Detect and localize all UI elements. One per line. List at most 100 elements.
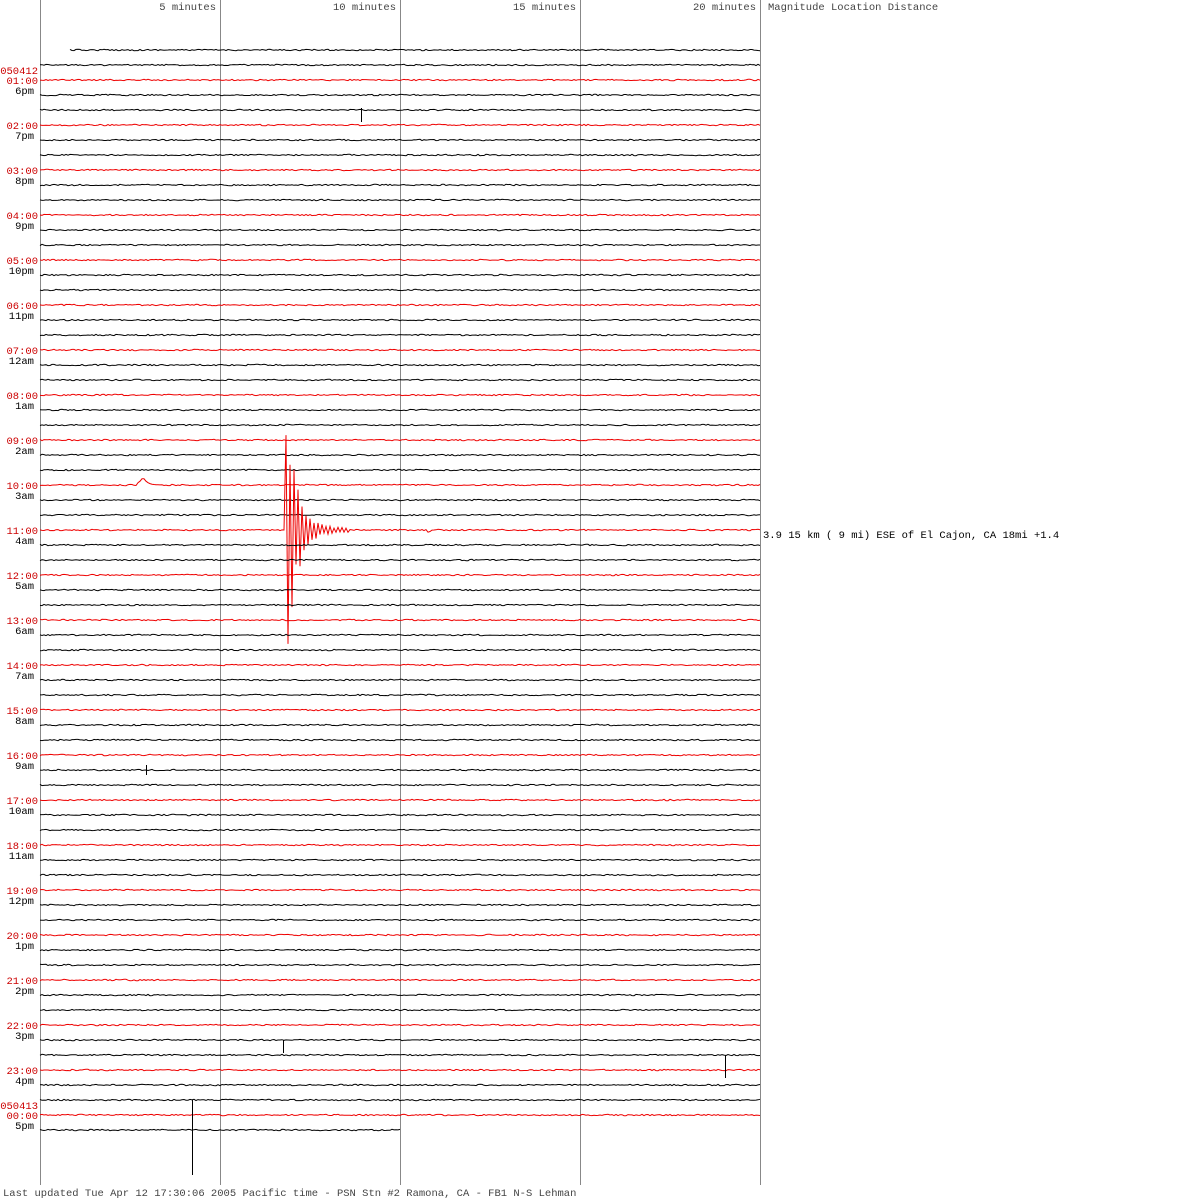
trace: [39, 435, 761, 644]
local-label: 1am: [15, 401, 34, 413]
trace: [39, 378, 761, 382]
trace: [39, 768, 761, 772]
local-label: 9pm: [15, 221, 34, 233]
trace: [40, 858, 761, 862]
date-label: 050412: [0, 66, 38, 78]
trace: [39, 1083, 761, 1087]
column-label: 15 minutes: [513, 2, 576, 14]
event-label: 3.9 15 km ( 9 mi) ESE of El Cajon, CA 18…: [763, 530, 1059, 542]
local-label: 11pm: [9, 311, 34, 323]
trace: [39, 918, 761, 922]
trace: [39, 478, 761, 487]
legend-header: Magnitude Location Distance: [768, 2, 938, 14]
trace: [39, 813, 761, 817]
utc-label: 05:00: [6, 256, 38, 268]
trace: [39, 393, 761, 397]
trace: [39, 423, 761, 427]
trace: [39, 1113, 761, 1117]
trace: [39, 678, 760, 682]
trace: [39, 1068, 761, 1072]
trace: [39, 258, 761, 262]
trace: [39, 1008, 761, 1012]
trace: [39, 828, 761, 832]
local-label: 8pm: [15, 176, 34, 188]
local-label: 3pm: [15, 1031, 34, 1043]
utc-label: 19:00: [6, 886, 38, 898]
trace: [39, 198, 761, 202]
trace: [39, 1038, 761, 1042]
trace: [39, 633, 761, 637]
trace: [39, 108, 761, 112]
trace: [40, 513, 761, 517]
column-label: 10 minutes: [333, 2, 396, 14]
trace: [39, 318, 761, 322]
trace: [39, 243, 760, 247]
utc-label: 21:00: [6, 976, 38, 988]
trace: [39, 783, 761, 787]
local-label: 7am: [15, 671, 34, 683]
trace: [39, 738, 761, 742]
utc-label: 03:00: [6, 166, 38, 178]
utc-label: 00:00: [6, 1111, 38, 1123]
utc-label: 23:00: [6, 1066, 38, 1078]
utc-label: 02:00: [6, 121, 38, 133]
utc-label: 17:00: [6, 796, 38, 808]
local-label: 10pm: [9, 266, 34, 278]
trace: [39, 78, 761, 82]
trace: [40, 693, 761, 697]
utc-label: 18:00: [6, 841, 38, 853]
trace: [69, 48, 761, 52]
local-label: 2pm: [15, 986, 34, 998]
local-label: 9am: [15, 761, 34, 773]
local-label: 6am: [15, 626, 34, 638]
column-label: 20 minutes: [693, 2, 756, 14]
trace: [39, 663, 761, 667]
trace: [39, 588, 761, 592]
local-label: 3am: [15, 491, 34, 503]
trace: [39, 1128, 401, 1132]
trace: [39, 993, 761, 997]
trace: [39, 453, 760, 457]
trace: [39, 603, 761, 607]
utc-label: 15:00: [6, 706, 38, 718]
trace: [39, 333, 761, 337]
local-label: 5pm: [15, 1121, 34, 1133]
trace: [39, 408, 761, 412]
trace: [39, 123, 761, 127]
local-label: 12pm: [9, 896, 34, 908]
trace: [40, 63, 761, 67]
trace: [39, 843, 761, 847]
local-label: 2am: [15, 446, 34, 458]
local-label: 4am: [15, 536, 34, 548]
footer: Last updated Tue Apr 12 17:30:06 2005 Pa…: [3, 1188, 576, 1200]
local-label: 4pm: [15, 1076, 34, 1088]
trace: [39, 543, 761, 547]
trace: [39, 873, 761, 877]
trace: [39, 288, 761, 292]
trace: [39, 573, 761, 577]
utc-label: 04:00: [6, 211, 38, 223]
trace: [39, 888, 761, 892]
utc-label: 01:00: [6, 76, 38, 88]
trace: [39, 978, 761, 982]
trace: [39, 213, 761, 217]
trace: [39, 363, 761, 367]
utc-label: 13:00: [6, 616, 38, 628]
trace: [39, 1098, 761, 1102]
trace: [39, 273, 761, 277]
local-label: 1pm: [15, 941, 34, 953]
local-label: 8am: [15, 716, 34, 728]
trace: [39, 138, 761, 142]
utc-label: 14:00: [6, 661, 38, 673]
trace: [39, 438, 761, 442]
trace: [39, 153, 761, 157]
trace: [39, 753, 761, 757]
local-label: 10am: [9, 806, 34, 818]
utc-label: 08:00: [6, 391, 38, 403]
local-label: 6pm: [15, 86, 34, 98]
trace: [39, 798, 761, 802]
utc-label: 06:00: [6, 301, 38, 313]
utc-label: 10:00: [6, 481, 38, 493]
utc-label: 16:00: [6, 751, 38, 763]
